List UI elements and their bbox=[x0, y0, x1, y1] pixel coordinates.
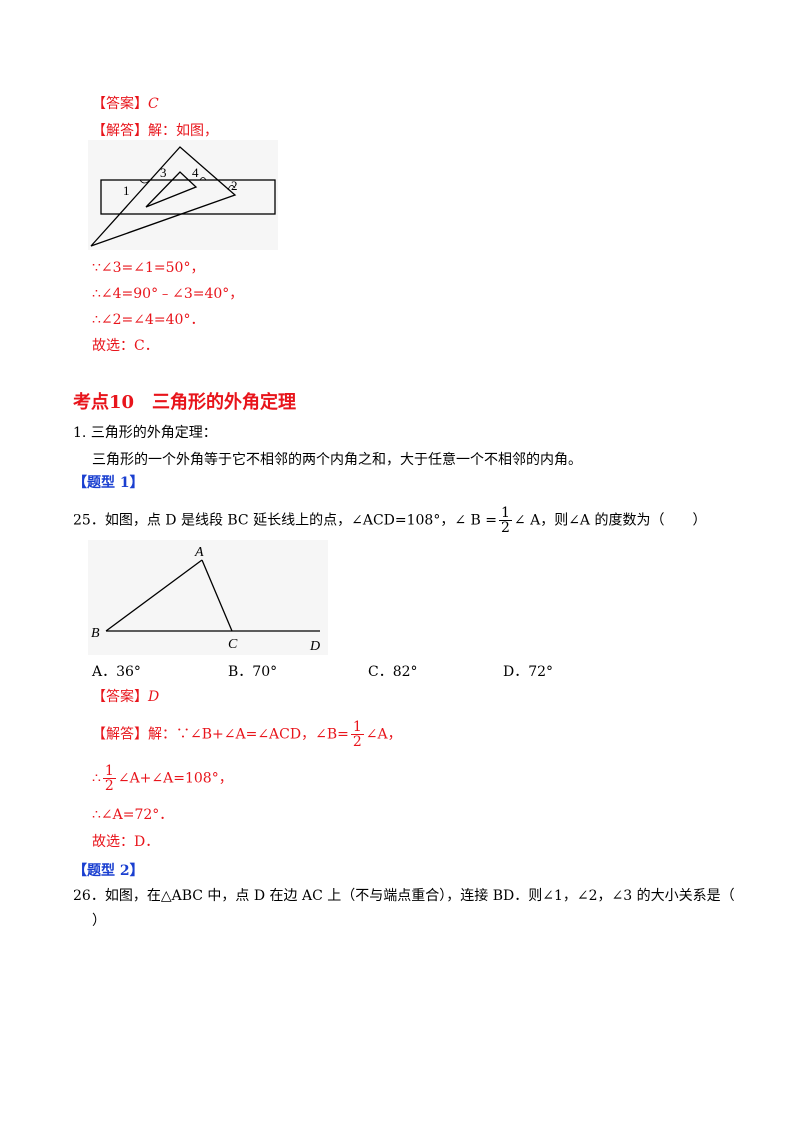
q25-option-a[interactable]: A．36° bbox=[92, 664, 141, 680]
q25-answer-line: 【答案】D bbox=[92, 688, 159, 706]
q24-step-1: ∵∠3=∠1=50°， bbox=[92, 260, 205, 276]
angle-label-2: 2 bbox=[231, 178, 238, 193]
item-number: 1. bbox=[73, 425, 87, 441]
fraction-denominator: 2 bbox=[102, 778, 116, 794]
fraction-denominator: 2 bbox=[498, 520, 512, 536]
angle-mark-2 bbox=[227, 185, 236, 191]
q25-stem-prefix: 25．如图，点 D 是线段 BC 延长线上的点，∠ACD=108°，∠ B = bbox=[73, 512, 497, 529]
answer-tag: 【答案】 bbox=[92, 689, 148, 705]
answer-value: D bbox=[148, 689, 160, 705]
q25-option-c[interactable]: C．82° bbox=[368, 664, 418, 680]
q24-figure: 1 3 4 2 bbox=[88, 140, 278, 250]
fraction-numerator: 1 bbox=[352, 719, 362, 735]
step2-suffix: ∠A+∠A=108°， bbox=[117, 770, 233, 787]
fraction-numerator: 1 bbox=[500, 505, 510, 521]
q25-solution-line-3: ∴∠A=72°． bbox=[92, 807, 174, 823]
angle-mark-3 bbox=[139, 179, 151, 184]
type-1-label: 【题型 1】 bbox=[73, 475, 144, 491]
angle-label-1: 1 bbox=[123, 183, 130, 198]
q25-figure: A B C D bbox=[88, 540, 328, 655]
angle-label-3: 3 bbox=[160, 165, 167, 180]
q24-solution-line: 【解答】解：如图， bbox=[92, 122, 218, 140]
answer-tag: 【答案】 bbox=[92, 96, 148, 112]
vertex-label-C: C bbox=[228, 637, 238, 652]
section-item: 1. 三角形的外角定理： bbox=[73, 424, 217, 442]
item-title: 三角形的外角定理： bbox=[90, 425, 217, 441]
vertex-label-D: D bbox=[309, 639, 320, 654]
solution-line1-suffix: ∠A， bbox=[365, 726, 402, 743]
step2-prefix: ∴ bbox=[92, 770, 101, 787]
segment-AC bbox=[201, 559, 233, 632]
q25-solution-line-2: ∴ 1 2 ∠A+∠A=108°， bbox=[92, 764, 233, 793]
type-2-label: 【题型 2】 bbox=[73, 863, 144, 879]
solution-tag: 【解答】 bbox=[92, 123, 148, 139]
fraction-numerator: 1 bbox=[104, 763, 114, 779]
q25-option-b[interactable]: B．70° bbox=[228, 664, 278, 680]
figure-background bbox=[88, 140, 278, 250]
figure-background bbox=[88, 540, 328, 655]
q26-stem-line-2: ） bbox=[92, 913, 106, 929]
angle-mark-4 bbox=[199, 177, 207, 181]
answer-value: C bbox=[148, 96, 159, 112]
vertex-label-A: A bbox=[194, 545, 204, 560]
q25-stem: 25．如图，点 D 是线段 BC 延长线上的点，∠ACD=108°，∠ B = 1… bbox=[73, 506, 707, 535]
q24-step-4: 故选：C． bbox=[92, 338, 159, 354]
set-square-inner bbox=[145, 171, 198, 208]
vertex-label-B: B bbox=[91, 626, 100, 641]
solution-line1-prefix: 解：∵∠B+∠A=∠ACD，∠B= bbox=[148, 726, 349, 743]
section-item-body: 三角形的一个外角等于它不相邻的两个内角之和，大于任意一个不相邻的内角。 bbox=[92, 452, 582, 468]
q25-solution-line-1: 【解答】解：∵∠B+∠A=∠ACD，∠B= 1 2 ∠A， bbox=[92, 720, 402, 749]
q25-option-d[interactable]: D．72° bbox=[503, 664, 554, 680]
section-title: 考点10 三角形的外角定理 bbox=[73, 392, 297, 413]
q24-step-2: ∴∠4=90°﹣∠3=40°， bbox=[92, 286, 244, 302]
q25-stem-suffix: ∠ A，则∠A 的度数为（ ） bbox=[513, 512, 707, 529]
set-square-outer bbox=[90, 146, 237, 247]
q26-stem-line-1: 26．如图，在△ABC 中，点 D 在边 AC 上（不与端点重合），连接 BD．… bbox=[73, 888, 735, 904]
angle-label-4: 4 bbox=[192, 165, 199, 180]
q24-step-3: ∴∠2=∠4=40°． bbox=[92, 312, 205, 328]
solution-tag: 【解答】 bbox=[92, 726, 148, 743]
q24-answer-line: 【答案】C bbox=[92, 95, 159, 113]
solution-intro: 解：如图， bbox=[148, 123, 218, 139]
segment-AB bbox=[105, 559, 203, 632]
fraction-denominator: 2 bbox=[350, 734, 364, 750]
q25-solution-line-4: 故选：D． bbox=[92, 834, 160, 850]
